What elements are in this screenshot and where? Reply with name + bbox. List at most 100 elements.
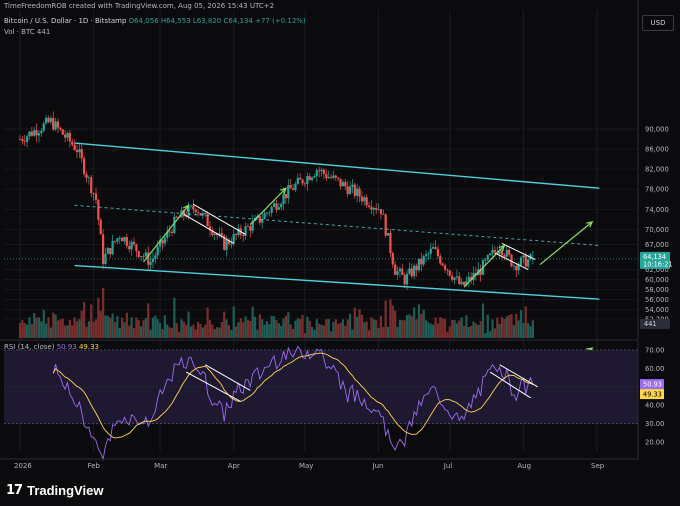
volume-bar: [429, 323, 432, 338]
rsi-flag-line: [185, 371, 242, 402]
volume-bar: [403, 320, 406, 338]
candle-body: [439, 256, 442, 264]
volume-bar: [318, 323, 321, 338]
candle-body: [517, 264, 520, 271]
time-tick-label: Jul: [443, 462, 453, 470]
volume-bar: [337, 324, 340, 338]
time-tick-label: Mar: [154, 462, 167, 470]
volume-bar: [436, 323, 440, 338]
candle-body: [92, 193, 95, 194]
candle-body: [54, 121, 57, 130]
candle-body: [168, 231, 171, 233]
candle-body: [156, 246, 159, 256]
volume-bar: [168, 327, 171, 338]
candle-body: [75, 150, 79, 153]
candle-body: [375, 207, 378, 210]
volume-bar: [451, 319, 454, 338]
candle-body: [351, 184, 354, 187]
volume-bar: [377, 327, 380, 338]
candle-body: [322, 169, 326, 174]
volume-bar: [66, 325, 69, 338]
candle-body: [125, 237, 128, 246]
currency-button[interactable]: USD: [642, 15, 674, 31]
rsi-ma-line: [52, 352, 534, 439]
candle-body: [391, 253, 394, 265]
price-tick-label: 82,000: [645, 166, 669, 174]
candle-body: [211, 230, 214, 235]
candle-body: [163, 238, 166, 244]
candle-body: [263, 213, 266, 220]
volume-bar: [166, 324, 169, 338]
impulse-arrow-head: [280, 187, 287, 195]
volume-bar: [113, 321, 117, 338]
tradingview-logo[interactable]: 17 TradingView: [6, 482, 103, 498]
volume-bar: [170, 328, 174, 338]
candle-body: [396, 271, 399, 275]
volume-bar: [232, 306, 235, 338]
volume-bar: [199, 324, 202, 338]
candle-body: [244, 226, 247, 236]
volume-bar: [299, 318, 302, 338]
time-tick-label: May: [299, 462, 313, 470]
volume-bar: [268, 324, 271, 338]
volume-bar: [234, 326, 238, 338]
candle-body: [524, 255, 527, 267]
candle-body: [21, 139, 24, 142]
rsi-tick-label: 70.00: [645, 347, 664, 355]
candle-body: [196, 212, 200, 214]
volume-bar: [206, 307, 209, 338]
candle-body: [251, 221, 254, 231]
candle-body: [382, 214, 385, 215]
channel-line: [74, 264, 600, 300]
volume-bar: [64, 325, 67, 338]
volume-bar: [56, 320, 60, 338]
volume-bar: [386, 326, 390, 338]
candle-body: [118, 237, 121, 239]
candle-body: [432, 247, 435, 249]
rsi-ma-tag-label: 49.33: [643, 391, 662, 399]
candle-body: [287, 185, 290, 199]
volume-bar: [35, 317, 38, 338]
candle-body: [308, 176, 311, 180]
volume-bar: [401, 320, 404, 338]
candle-body: [410, 268, 413, 277]
candle-body: [64, 134, 67, 138]
candle-body: [341, 182, 345, 187]
volume-bar: [379, 315, 383, 338]
volume-bar: [156, 319, 159, 338]
volume-bar: [396, 326, 399, 338]
candle-body: [37, 133, 41, 136]
candle-body: [135, 244, 138, 252]
candle-body: [462, 281, 466, 286]
candle-body: [519, 257, 523, 265]
candle-body: [394, 264, 397, 275]
candle-body: [33, 130, 36, 136]
volume-bar: [489, 331, 492, 338]
candle-body: [170, 231, 174, 233]
volume-bar: [422, 309, 425, 338]
candle-body: [339, 178, 342, 187]
candle-body: [144, 252, 147, 257]
volume-bar: [258, 314, 261, 338]
candle-body: [508, 249, 511, 255]
price-tick-label: 67,000: [645, 241, 669, 249]
volume-bar: [329, 331, 333, 338]
candle-body: [429, 248, 432, 254]
volume-bar: [211, 324, 214, 338]
candle-body: [294, 183, 297, 190]
volume-bar: [109, 317, 112, 338]
candle-body: [97, 199, 100, 220]
volume-bar: [161, 329, 164, 338]
volume-bar: [139, 326, 143, 338]
volume-bar: [503, 318, 506, 338]
candle-body: [28, 131, 31, 137]
candle-body: [130, 241, 133, 250]
candle-body: [246, 226, 250, 228]
attribution-text: TimeFreedomROB created with TradingView.…: [4, 2, 275, 10]
candle-body: [270, 206, 273, 213]
volume-bar: [182, 321, 185, 338]
candle-body: [78, 149, 81, 153]
candle-body: [132, 241, 136, 245]
candle-body: [109, 248, 112, 255]
